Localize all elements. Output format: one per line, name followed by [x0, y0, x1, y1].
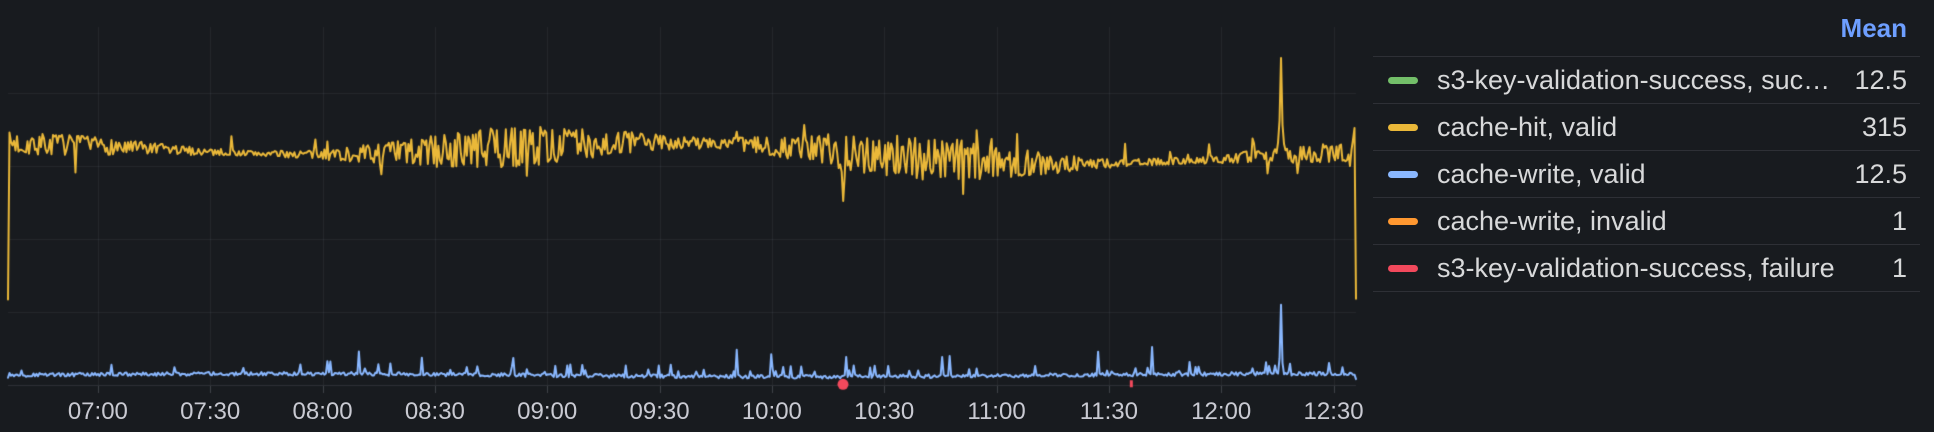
legend-series-label[interactable]: cache-write, valid: [1437, 158, 1646, 189]
series-color-swatch: [1388, 123, 1418, 131]
legend-row[interactable]: s3-key-validation-success, failure 1: [1373, 244, 1920, 292]
legend-series-label[interactable]: s3-key-validation-success, success: [1437, 64, 1835, 95]
legend-series-label[interactable]: cache-hit, valid: [1437, 111, 1618, 142]
series-color-swatch: [1388, 76, 1418, 84]
series-color-swatch: [1388, 264, 1418, 272]
legend-row[interactable]: cache-write, invalid 1: [1373, 197, 1920, 244]
legend-mean-value: 315: [1861, 111, 1907, 142]
legend-series-label[interactable]: s3-key-validation-success, failure: [1437, 252, 1835, 283]
legend-mean-value: 1: [1891, 205, 1907, 236]
legend-row[interactable]: s3-key-validation-success, success 12.5: [1373, 56, 1920, 103]
series-color-swatch: [1388, 217, 1418, 225]
legend-rows: s3-key-validation-success, success 12.5 ca…: [1373, 56, 1920, 292]
series-color-swatch: [1388, 170, 1418, 178]
legend-series-label[interactable]: cache-write, invalid: [1437, 205, 1667, 236]
legend-row[interactable]: cache-write, valid 12.5: [1373, 150, 1920, 197]
legend-table: Mean s3-key-validation-success, success 1…: [1373, 0, 1920, 292]
legend-mean-value: 12.5: [1854, 158, 1907, 189]
legend-header-mean[interactable]: Mean: [1840, 12, 1907, 43]
legend-mean-value: 12.5: [1854, 64, 1907, 95]
legend-mean-value: 1: [1891, 252, 1907, 283]
legend-row[interactable]: cache-hit, valid 315: [1373, 103, 1920, 150]
